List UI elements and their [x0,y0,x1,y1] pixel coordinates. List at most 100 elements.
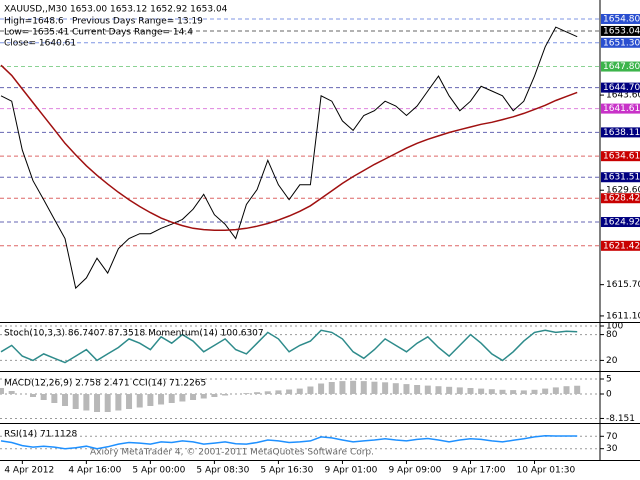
price-label-bg [601,25,640,36]
histogram-bar [243,393,250,394]
y-tick-label: 0 [606,390,612,400]
annotation: Current Days Range= 14.4 [72,28,193,38]
histogram-bar [168,394,175,403]
price-label-bg [601,82,640,93]
price-label: 1628.42 [603,194,640,204]
price-label-bg [601,127,640,138]
histogram-bar [275,390,282,394]
price-label: 1624.92 [603,218,640,228]
y-tick-label: 1643.60 [606,91,640,101]
annotation: Low= 1635.41 [4,28,69,38]
histogram-bar [520,390,527,394]
histogram-bar [339,381,346,394]
price-label: 1653.04 [603,26,640,36]
histogram-bar [488,389,495,394]
histogram-bar [40,394,47,400]
price-label-bg [601,103,640,114]
panel-title: MACD(12,26,9) 2.758 2.471 CCI(14) 71.226… [4,379,206,389]
histogram-bar [30,394,37,397]
histogram-bar [542,388,549,394]
histogram-bar [264,391,271,394]
histogram-bar [531,389,538,394]
y-tick-label: 30 [606,444,618,454]
histogram-bar [563,386,570,394]
series-line [0,26,578,290]
x-tick-label: 9 Apr 09:00 [388,466,441,476]
panel-title: RSI(14) 71.1128 [4,430,77,440]
copyright: Axiory MetaTrader 4, © 2001-2011 MetaQuo… [90,448,374,458]
price-label-bg [601,37,640,48]
histogram-bar [446,386,453,394]
histogram-bar [382,382,389,394]
y-tick-label: 1615.70 [606,280,640,290]
panel-title: XAUUSD,,M30 1653.00 1653.12 1652.92 1653… [4,5,228,15]
histogram-bar [467,388,474,394]
histogram-bar [318,383,325,394]
series-line [0,329,578,364]
x-tick-label: 9 Apr 01:00 [324,466,377,476]
price-label-bg [601,172,640,183]
histogram-bar [435,386,442,394]
price-label-bg [601,151,640,162]
y-tick-label: -8.151 [606,414,635,424]
annotation: Previous Days Range= 13.19 [72,17,203,27]
histogram-bar [211,394,218,397]
histogram-bar [350,380,357,394]
y-tick-label: 1611.10 [606,311,640,321]
histogram-bar [115,394,122,411]
histogram-bar [371,381,378,394]
price-label: 1638.11 [603,128,640,138]
histogram-bar [190,394,197,400]
annotation: Close= 1640.61 [4,39,76,49]
y-tick-label: 5 [606,375,612,385]
histogram-bar [94,394,101,412]
histogram-bar [478,388,485,394]
panel-title: Stoch(10,3,3) 86.7407 87.3518 Momentum(1… [4,329,264,339]
price-label: 1647.80 [603,62,640,72]
histogram-bar [222,394,229,396]
histogram-bar [574,385,581,394]
price-label-bg [601,240,640,251]
price-label: 1634.61 [603,152,640,162]
histogram-bar [510,390,517,394]
annotation: High=1648.6 [4,17,64,27]
histogram-bar [254,392,261,394]
histogram-bar [328,382,335,394]
x-tick-label: 4 Apr 16:00 [68,466,121,476]
histogram-bar [0,388,4,394]
histogram-bar [136,394,143,408]
histogram-bar [307,386,314,394]
y-tick-label: 20 [606,356,618,366]
histogram-bar [72,394,79,409]
histogram-bar [179,394,186,402]
x-tick-label: 5 Apr 00:00 [132,466,185,476]
price-label: 1651.30 [603,38,640,48]
price-label-bg [601,61,640,72]
histogram-bar [126,394,133,409]
histogram-bar [403,384,410,394]
price-label: 1644.70 [603,83,640,93]
histogram-bar [286,389,293,394]
histogram-bar [147,394,154,406]
histogram-bar [158,394,165,405]
histogram-bar [51,394,58,403]
price-label: 1631.51 [603,173,640,183]
x-tick-label: 4 Apr 2012 [4,466,54,476]
y-tick-label: 80 [606,330,618,340]
histogram-bar [456,387,463,394]
price-label: 1654.80 [603,14,640,24]
price-label-bg [601,193,640,204]
histogram-bar [392,383,399,394]
price-label-bg [601,217,640,228]
x-tick-label: 9 Apr 17:00 [452,466,505,476]
histogram-bar [552,387,559,394]
histogram-bar [296,388,303,394]
histogram-bar [200,394,207,399]
histogram-bar [424,385,431,394]
price-label-bg [601,13,640,24]
price-label: 1641.61 [603,104,640,114]
histogram-bar [414,385,421,394]
y-tick-label: 70 [606,432,618,442]
histogram-bar [360,381,367,394]
histogram-bar [499,389,506,394]
